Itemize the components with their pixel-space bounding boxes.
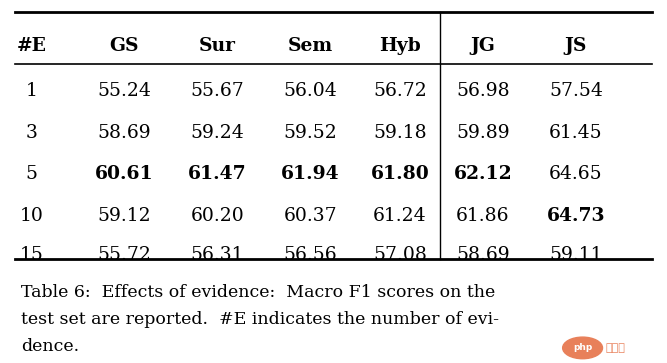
Text: test set are reported.  #E indicates the number of evi-: test set are reported. #E indicates the … xyxy=(21,311,500,328)
Text: 61.80: 61.80 xyxy=(371,165,430,183)
Text: 中文网: 中文网 xyxy=(606,343,626,353)
Text: 1: 1 xyxy=(25,82,37,101)
Text: Table 6:  Effects of evidence:  Macro F1 scores on the: Table 6: Effects of evidence: Macro F1 s… xyxy=(21,284,496,301)
Text: 61.86: 61.86 xyxy=(456,207,510,225)
Text: 5: 5 xyxy=(25,165,37,183)
Text: 57.08: 57.08 xyxy=(373,246,427,264)
Text: 58.69: 58.69 xyxy=(97,124,151,142)
Text: GS: GS xyxy=(109,37,139,56)
Text: 56.98: 56.98 xyxy=(456,82,510,101)
Text: Hyb: Hyb xyxy=(379,37,421,56)
Text: Sem: Sem xyxy=(287,37,333,56)
Text: 61.47: 61.47 xyxy=(188,165,247,183)
Text: 62.12: 62.12 xyxy=(454,165,512,183)
Text: JG: JG xyxy=(470,37,496,56)
Text: 60.37: 60.37 xyxy=(283,207,337,225)
Text: 56.72: 56.72 xyxy=(373,82,427,101)
Text: 56.04: 56.04 xyxy=(283,82,337,101)
Text: 60.20: 60.20 xyxy=(190,207,244,225)
Text: JS: JS xyxy=(565,37,587,56)
Text: 59.12: 59.12 xyxy=(97,207,151,225)
Text: 58.69: 58.69 xyxy=(456,246,510,264)
Text: 59.11: 59.11 xyxy=(549,246,603,264)
Text: 59.52: 59.52 xyxy=(283,124,337,142)
Text: 55.72: 55.72 xyxy=(97,246,151,264)
Text: 57.54: 57.54 xyxy=(549,82,603,101)
Text: 59.18: 59.18 xyxy=(373,124,427,142)
Text: #E: #E xyxy=(16,37,46,56)
Text: 56.56: 56.56 xyxy=(283,246,337,264)
Text: 64.65: 64.65 xyxy=(549,165,603,183)
Text: 64.73: 64.73 xyxy=(547,207,605,225)
Text: 61.24: 61.24 xyxy=(373,207,427,225)
Text: 56.31: 56.31 xyxy=(191,246,244,264)
Text: 60.61: 60.61 xyxy=(95,165,153,183)
Text: 61.45: 61.45 xyxy=(549,124,603,142)
Text: dence.: dence. xyxy=(21,338,79,355)
Text: 3: 3 xyxy=(25,124,37,142)
Text: 61.94: 61.94 xyxy=(281,165,340,183)
Text: 55.24: 55.24 xyxy=(97,82,151,101)
Text: php: php xyxy=(573,343,592,352)
Text: 10: 10 xyxy=(19,207,43,225)
Text: Sur: Sur xyxy=(199,37,235,56)
Text: 59.89: 59.89 xyxy=(456,124,510,142)
Text: 59.24: 59.24 xyxy=(190,124,244,142)
Text: 55.67: 55.67 xyxy=(190,82,244,101)
Circle shape xyxy=(563,337,602,359)
Text: 15: 15 xyxy=(19,246,43,264)
